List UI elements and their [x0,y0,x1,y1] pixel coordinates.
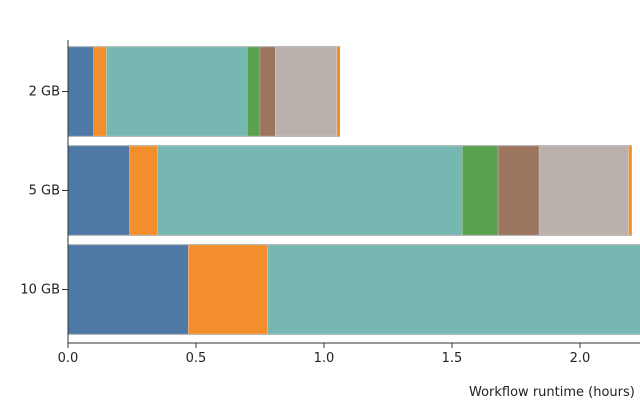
bar-segment [267,244,640,335]
bar-segment [93,46,107,137]
bar-segment [188,244,268,335]
y-axis: 2 GB 5 GB 10 GB [20,40,69,343]
bar-segment [67,244,189,335]
x-tick-label: 0.5 [186,351,207,366]
bar-segment [246,46,261,137]
bar-segment [67,145,130,236]
bar-segment [259,46,276,137]
bar-segment [106,46,248,137]
bars-group [67,46,640,335]
y-tick-label: 10 GB [20,283,60,298]
x-tick-label: 2.0 [570,351,591,366]
bar-segment [461,145,499,236]
x-axis: 0.00.51.01.52.02.53.03.54.04.5 [58,342,640,366]
bar-segment [538,145,629,236]
bar-segment [129,145,158,236]
x-tick-label: 1.5 [442,351,463,366]
bar-segment [275,46,338,137]
x-tick-label: 0.0 [58,351,79,366]
y-tick-label: 2 GB [29,85,60,100]
bar-segment [336,46,340,137]
bar-segment [497,145,540,236]
y-tick-label: 5 GB [29,184,60,199]
bar-segment [157,145,463,236]
bar-segment [628,145,632,236]
x-axis-title: Workflow runtime (hours) [469,385,635,400]
bar-segment [67,46,94,137]
x-tick-label: 1.0 [314,351,335,366]
